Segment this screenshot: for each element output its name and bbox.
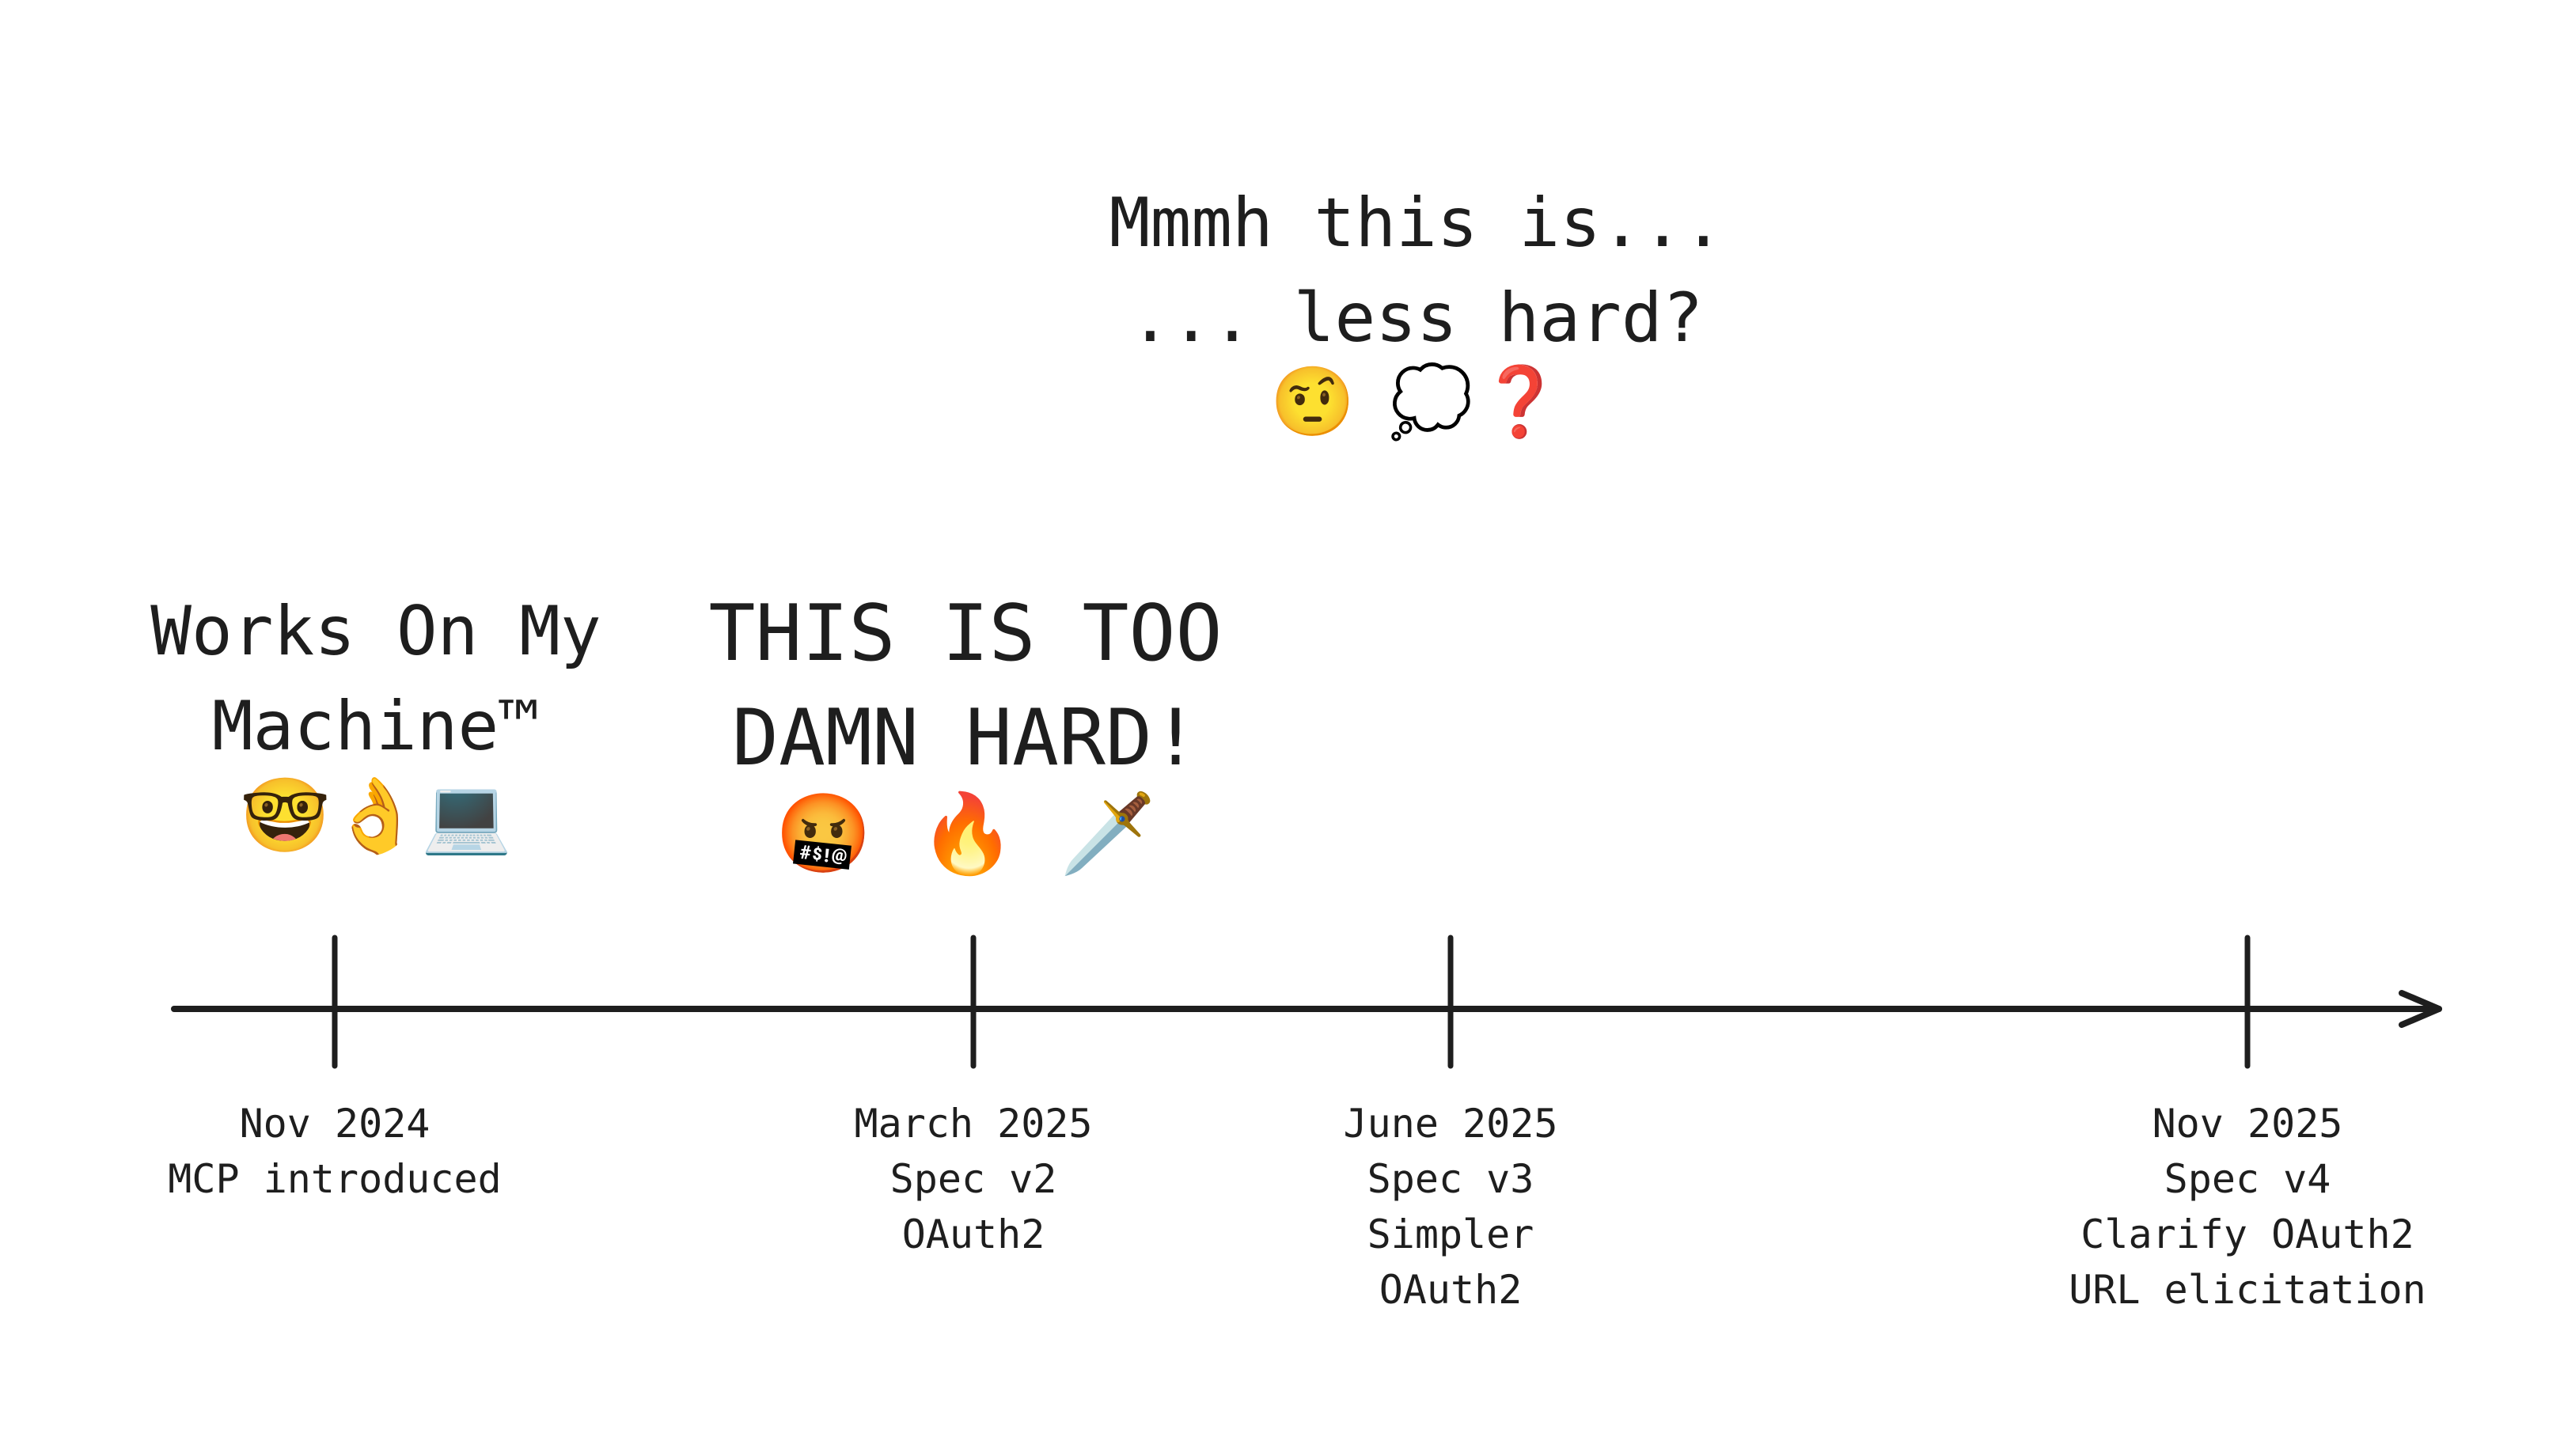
milestone-date: Nov 2025 (2152, 1101, 2343, 1147)
question-mark-icon: ❓ (1477, 362, 1563, 442)
ok-hand-icon: 👌 (330, 773, 422, 858)
timeline-axis-line (171, 1004, 2442, 1013)
caption-left-line-1: Works On My (150, 592, 601, 671)
milestone-detail: Spec v2 (889, 1156, 1057, 1202)
nerd-face-icon: 🤓 (240, 773, 331, 858)
arrow-right-icon (2399, 990, 2442, 1028)
caption-left-emojis: 🤓👌💻 (218, 779, 534, 852)
milestone-label-nov-2024: Nov 2024 MCP introduced (97, 1096, 572, 1207)
caption-top: Mmmh this is... ... less hard? (1100, 176, 1733, 366)
caption-middle: THIS IS TOO DAMN HARD! (688, 582, 1242, 791)
milestone-detail: URL elicitation (2069, 1267, 2426, 1313)
fire-icon: 🔥 (919, 789, 1016, 879)
milestone-label-march-2025: March 2025 Spec v2 OAuth2 (736, 1096, 1211, 1262)
raised-eyebrow-face-icon: 🤨 (1270, 362, 1356, 442)
laptop-icon: 💻 (421, 773, 512, 858)
milestone-date: Nov 2024 (239, 1101, 430, 1147)
milestone-detail: Spec v4 (2164, 1156, 2331, 1202)
milestone-date: June 2025 (1343, 1101, 1558, 1147)
swearing-face-icon: 🤬 (775, 789, 872, 879)
caption-left-line-2: Machine™ (211, 687, 540, 766)
caption-top-line-2: ... less hard? (1129, 279, 1704, 358)
milestone-detail: Simpler (1367, 1211, 1534, 1257)
milestone-label-june-2025: June 2025 Spec v3 Simpler OAuth2 (1213, 1096, 1688, 1318)
caption-middle-line-1: THIS IS TOO (708, 589, 1223, 679)
milestone-detail: OAuth2 (1379, 1267, 1523, 1313)
caption-left: Works On My Machine™ (99, 584, 653, 774)
milestone-detail: Clarify OAuth2 (2080, 1211, 2414, 1257)
caption-middle-line-2: DAMN HARD! (731, 693, 1199, 783)
milestone-label-nov-2025: Nov 2025 Spec v4 Clarify OAuth2 URL elic… (2010, 1096, 2485, 1318)
caption-middle-emojis: 🤬 🔥 🗡️ (768, 795, 1163, 873)
milestone-detail: Spec v3 (1367, 1156, 1534, 1202)
milestone-detail: MCP introduced (168, 1156, 502, 1202)
caption-top-line-1: Mmmh this is... (1109, 184, 1724, 263)
dagger-icon: 🗡️ (1059, 789, 1156, 879)
thought-bubble-icon: 💭 (1388, 362, 1474, 442)
milestone-detail: OAuth2 (901, 1211, 1045, 1257)
milestone-date: March 2025 (854, 1101, 1093, 1147)
caption-top-emojis: 🤨 💭❓ (1258, 368, 1575, 436)
